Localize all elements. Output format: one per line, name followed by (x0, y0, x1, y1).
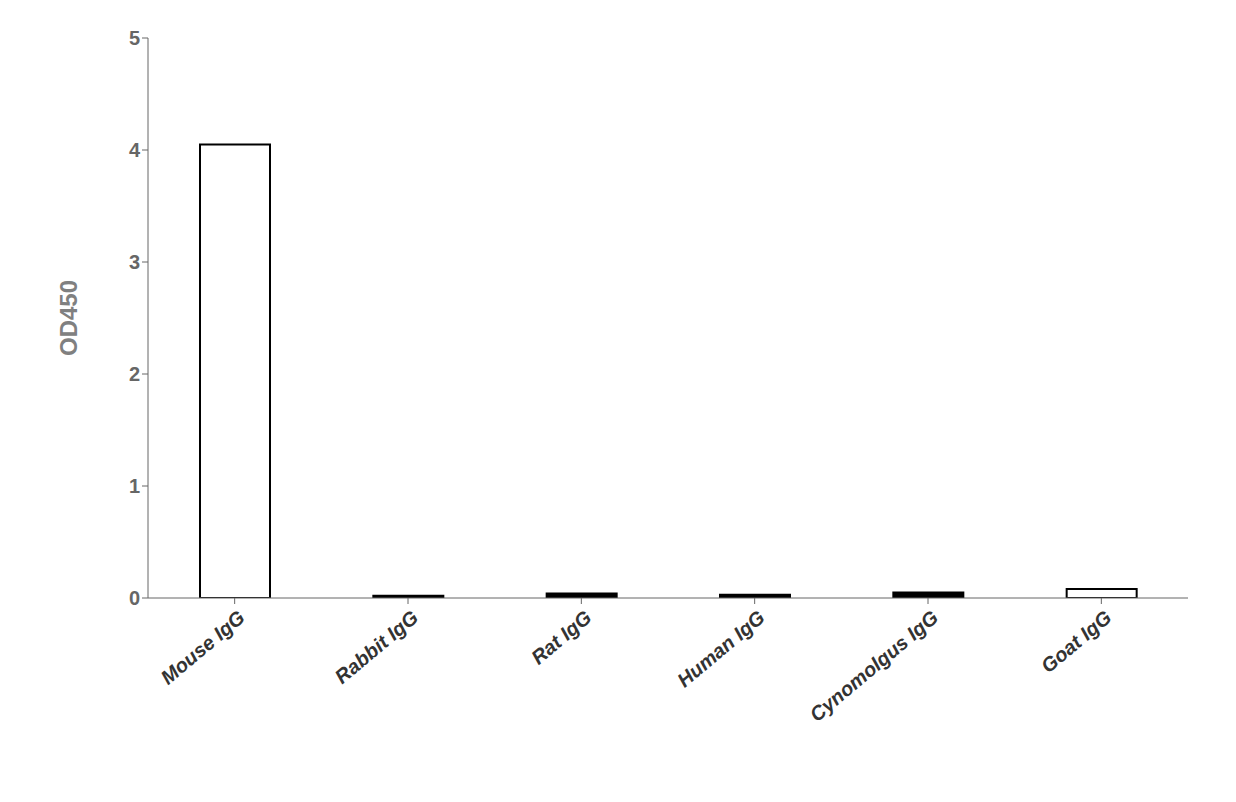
svg-text:OD450: OD450 (55, 280, 82, 356)
svg-text:Cynomolgus IgG: Cynomolgus IgG (805, 606, 942, 726)
svg-text:4: 4 (129, 139, 141, 161)
svg-text:3: 3 (129, 251, 140, 273)
svg-text:0: 0 (129, 587, 140, 609)
svg-text:Human IgG: Human IgG (673, 606, 769, 691)
svg-text:Mouse IgG: Mouse IgG (156, 606, 248, 689)
svg-text:Rabbit IgG: Rabbit IgG (331, 606, 423, 688)
svg-text:Goat IgG: Goat IgG (1037, 606, 1116, 677)
svg-text:5: 5 (129, 27, 140, 49)
svg-text:2: 2 (129, 363, 140, 385)
svg-text:Rat IgG: Rat IgG (527, 606, 596, 669)
svg-text:1: 1 (129, 475, 140, 497)
